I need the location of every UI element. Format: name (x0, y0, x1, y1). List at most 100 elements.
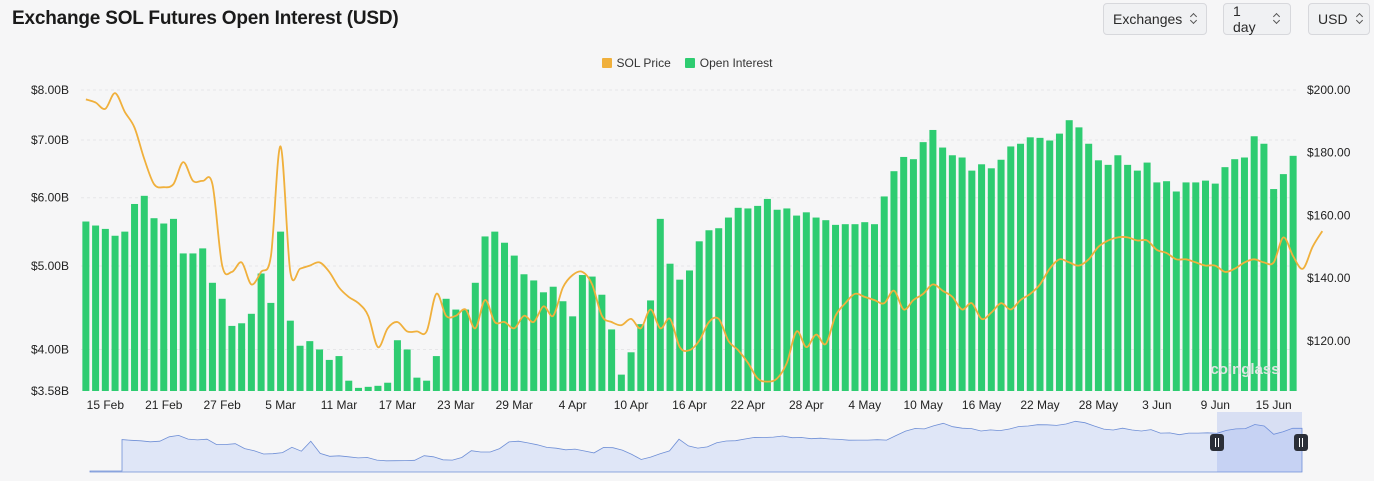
open-interest-bar[interactable] (666, 263, 674, 391)
legend-item-open-interest[interactable]: Open Interest (684, 56, 772, 70)
open-interest-bar[interactable] (1085, 143, 1093, 391)
open-interest-bar[interactable] (880, 196, 888, 391)
open-interest-bar[interactable] (131, 203, 139, 391)
open-interest-bar[interactable] (637, 324, 645, 391)
open-interest-bar[interactable] (1153, 182, 1161, 391)
open-interest-bar[interactable] (608, 329, 616, 391)
open-interest-bar[interactable] (851, 224, 859, 391)
open-interest-bar[interactable] (617, 374, 625, 391)
open-interest-bar[interactable] (559, 301, 567, 391)
open-interest-bar[interactable] (140, 195, 148, 391)
open-interest-bar[interactable] (539, 292, 547, 391)
open-interest-bar[interactable] (316, 349, 324, 391)
open-interest-bar[interactable] (208, 282, 216, 391)
interval-select[interactable]: 1 day (1223, 3, 1291, 35)
open-interest-bar[interactable] (1163, 181, 1171, 391)
open-interest-bar[interactable] (1250, 136, 1258, 391)
open-interest-bar[interactable] (793, 215, 801, 391)
open-interest-bar[interactable] (773, 209, 781, 391)
open-interest-bar[interactable] (685, 270, 694, 391)
open-interest-bar[interactable] (1075, 127, 1083, 392)
open-interest-bar[interactable] (870, 224, 878, 391)
open-interest-bar[interactable] (306, 341, 314, 391)
open-interest-bar[interactable] (189, 253, 197, 391)
open-interest-bar[interactable] (452, 309, 460, 391)
navigator-selection[interactable] (1217, 412, 1302, 472)
navigator-handle-icon[interactable] (1210, 434, 1224, 451)
open-interest-bar[interactable] (802, 212, 810, 391)
open-interest-bar[interactable] (160, 223, 168, 391)
open-interest-bar[interactable] (413, 377, 421, 391)
open-interest-bar[interactable] (238, 323, 246, 391)
open-interest-bar[interactable] (656, 218, 664, 391)
open-interest-bar[interactable] (987, 168, 995, 391)
open-interest-bar[interactable] (462, 309, 470, 391)
open-interest-bar[interactable] (481, 236, 489, 391)
open-interest-bar[interactable] (1231, 159, 1239, 391)
open-interest-bar[interactable] (101, 228, 109, 391)
open-interest-bar[interactable] (218, 298, 226, 391)
open-interest-bar[interactable] (569, 316, 577, 391)
open-interest-bar[interactable] (442, 298, 450, 391)
open-interest-bar[interactable] (1124, 164, 1132, 391)
open-interest-bar[interactable] (705, 230, 713, 391)
open-interest-bar[interactable] (783, 208, 791, 391)
open-interest-bar[interactable] (754, 205, 762, 391)
open-interest-bar[interactable] (491, 231, 499, 391)
open-interest-bar[interactable] (1279, 174, 1287, 391)
open-interest-bar[interactable] (1065, 120, 1073, 392)
open-interest-bar[interactable] (715, 228, 723, 391)
open-interest-bar[interactable] (958, 157, 966, 391)
legend-item-price[interactable]: SOL Price (601, 56, 671, 70)
open-interest-bar[interactable] (1211, 183, 1219, 391)
open-interest-bar[interactable] (763, 198, 771, 391)
open-interest-bar[interactable] (1036, 137, 1044, 391)
open-interest-bar[interactable] (948, 155, 956, 391)
open-interest-bar[interactable] (744, 208, 752, 391)
open-interest-bar[interactable] (1094, 160, 1102, 391)
open-interest-bar[interactable] (179, 253, 187, 391)
open-interest-bar[interactable] (822, 220, 830, 391)
open-interest-bar[interactable] (598, 294, 606, 391)
open-interest-bar[interactable] (1143, 162, 1151, 391)
open-interest-bar[interactable] (939, 147, 947, 391)
open-interest-bar[interactable] (530, 280, 538, 391)
open-interest-bar[interactable] (1055, 133, 1063, 391)
open-interest-bar[interactable] (929, 129, 937, 391)
open-interest-bar[interactable] (1114, 155, 1122, 391)
open-interest-bar[interactable] (150, 218, 158, 391)
open-interest-bar[interactable] (92, 225, 100, 391)
open-interest-bar[interactable] (325, 359, 333, 391)
open-interest-bar[interactable] (423, 380, 431, 391)
open-interest-bar[interactable] (267, 302, 275, 391)
exchanges-select[interactable]: Exchanges (1103, 3, 1207, 35)
open-interest-bar[interactable] (578, 275, 586, 391)
open-interest-bar[interactable] (1026, 137, 1034, 391)
open-interest-bar[interactable] (861, 222, 869, 391)
open-interest-bar[interactable] (1221, 167, 1229, 391)
currency-select[interactable]: USD (1308, 3, 1370, 35)
open-interest-bar[interactable] (354, 387, 362, 391)
open-interest-bar[interactable] (1182, 182, 1190, 391)
open-interest-bar[interactable] (1289, 155, 1297, 391)
open-interest-bar[interactable] (900, 156, 908, 391)
open-interest-bar[interactable] (247, 313, 255, 391)
open-interest-bar[interactable] (471, 282, 479, 391)
navigator-handle-icon[interactable] (1294, 434, 1308, 451)
open-interest-bar[interactable] (228, 325, 236, 391)
open-interest-bar[interactable] (695, 241, 703, 391)
open-interest-bar[interactable] (627, 352, 635, 391)
open-interest-bar[interactable] (121, 231, 129, 391)
open-interest-bar[interactable] (277, 231, 285, 391)
open-interest-bar[interactable] (364, 386, 372, 391)
open-interest-bar[interactable] (1240, 157, 1248, 391)
open-interest-bar[interactable] (1192, 182, 1200, 391)
open-interest-bar[interactable] (374, 385, 382, 391)
open-interest-bar[interactable] (432, 356, 440, 391)
open-interest-bar[interactable] (501, 242, 509, 391)
open-interest-bar[interactable] (1017, 143, 1025, 391)
open-interest-bar[interactable] (257, 273, 265, 391)
open-interest-bar[interactable] (1104, 164, 1112, 391)
open-interest-bar[interactable] (82, 221, 90, 391)
open-interest-bar[interactable] (169, 218, 177, 391)
